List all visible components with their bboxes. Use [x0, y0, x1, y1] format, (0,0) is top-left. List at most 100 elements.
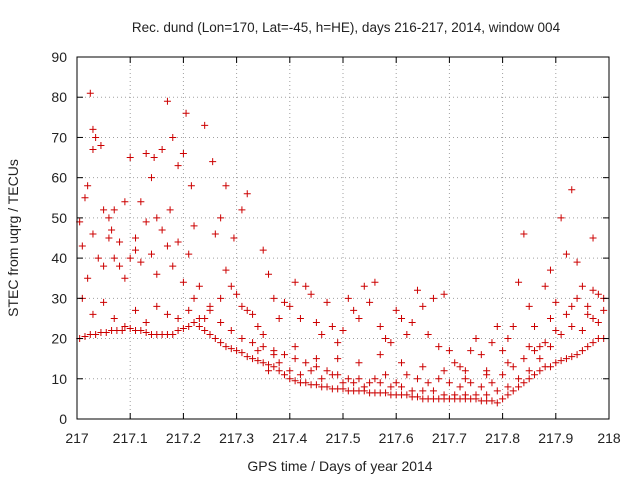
data-point: [589, 234, 597, 242]
data-point: [339, 327, 347, 335]
data-point: [419, 363, 427, 371]
y-tick-label: 20: [51, 331, 67, 347]
data-point: [403, 371, 411, 379]
data-point: [387, 339, 395, 347]
axes: 217 217.1 217.2 217.3 217.4 217.5 217.6 217.7 21…: [51, 49, 620, 446]
data-point: [233, 290, 241, 298]
data-point: [275, 359, 283, 367]
data-point: [243, 190, 251, 198]
data-point: [360, 383, 368, 391]
data-point: [445, 347, 453, 355]
data-point: [105, 214, 113, 222]
data-point: [515, 278, 523, 286]
data-point: [557, 357, 565, 365]
data-point: [366, 298, 374, 306]
data-point: [187, 182, 195, 190]
data-point: [312, 355, 320, 363]
data-point: [84, 182, 92, 190]
data-point: [403, 331, 411, 339]
data-point: [137, 327, 145, 335]
data-point: [525, 343, 533, 351]
data-point: [461, 367, 469, 375]
data-point: [472, 391, 480, 399]
data-point: [531, 347, 539, 355]
data-point: [222, 343, 230, 351]
data-point: [259, 331, 267, 339]
data-point: [568, 186, 576, 194]
data-point: [424, 379, 432, 387]
data-point: [217, 318, 225, 326]
data-point: [108, 226, 116, 234]
data-point: [169, 331, 177, 339]
data-point: [102, 329, 110, 337]
data-point: [249, 310, 257, 318]
data-point: [275, 367, 283, 375]
data-point: [185, 322, 193, 330]
data-point: [230, 234, 238, 242]
data-point: [105, 234, 113, 242]
x-tick-label: 218: [597, 430, 621, 446]
data-point: [366, 379, 374, 387]
data-point: [318, 375, 326, 383]
x-tick-label: 217.7: [432, 430, 467, 446]
data-point: [435, 343, 443, 351]
data-point: [328, 371, 336, 379]
data-point: [435, 375, 443, 383]
data-point: [467, 347, 475, 355]
data-point: [323, 367, 331, 375]
data-point: [504, 383, 512, 391]
data-point: [589, 314, 597, 322]
data-point: [195, 314, 203, 322]
data-point: [100, 298, 108, 306]
data-point: [286, 367, 294, 375]
data-point: [132, 246, 140, 254]
data-point: [174, 238, 182, 246]
data-point: [97, 141, 105, 149]
data-point: [227, 282, 235, 290]
data-point: [259, 343, 267, 351]
data-point: [302, 359, 310, 367]
data-point: [307, 290, 315, 298]
data-point: [126, 254, 134, 262]
data-point: [557, 331, 565, 339]
data-point: [440, 290, 448, 298]
data-point: [546, 314, 554, 322]
x-tick-label: 217.2: [166, 430, 201, 446]
data-point: [323, 298, 331, 306]
data-point: [488, 339, 496, 347]
data-point: [118, 327, 126, 335]
data-point: [158, 226, 166, 234]
data-point: [142, 329, 150, 337]
data-point: [174, 327, 182, 335]
data-point: [376, 322, 384, 330]
data-point: [467, 379, 475, 387]
data-point: [509, 387, 517, 395]
y-tick-label: 30: [51, 290, 67, 306]
x-axis-label: GPS time / Days of year 2014: [247, 458, 432, 474]
data-point: [179, 150, 187, 158]
data-point: [153, 270, 161, 278]
x-tick-label: 217.5: [325, 430, 360, 446]
data-point: [185, 306, 193, 314]
data-point: [243, 306, 251, 314]
data-point: [163, 97, 171, 105]
data-point: [440, 367, 448, 375]
data-point: [81, 194, 89, 202]
data-point: [493, 399, 501, 407]
data-point: [270, 351, 278, 359]
data-point: [403, 391, 411, 399]
data-point: [217, 294, 225, 302]
data-point: [371, 278, 379, 286]
data-point: [254, 347, 262, 355]
data-point: [217, 339, 225, 347]
data-point: [568, 322, 576, 330]
data-point: [110, 254, 118, 262]
chart-title: Rec. dund (Lon=170, Lat=-45, h=HE), days…: [132, 20, 561, 35]
data-point: [163, 310, 171, 318]
data-point: [419, 387, 427, 395]
data-point: [270, 363, 278, 371]
data-point: [344, 375, 352, 383]
data-point: [477, 383, 485, 391]
data-point: [344, 294, 352, 302]
data-point: [541, 339, 549, 347]
